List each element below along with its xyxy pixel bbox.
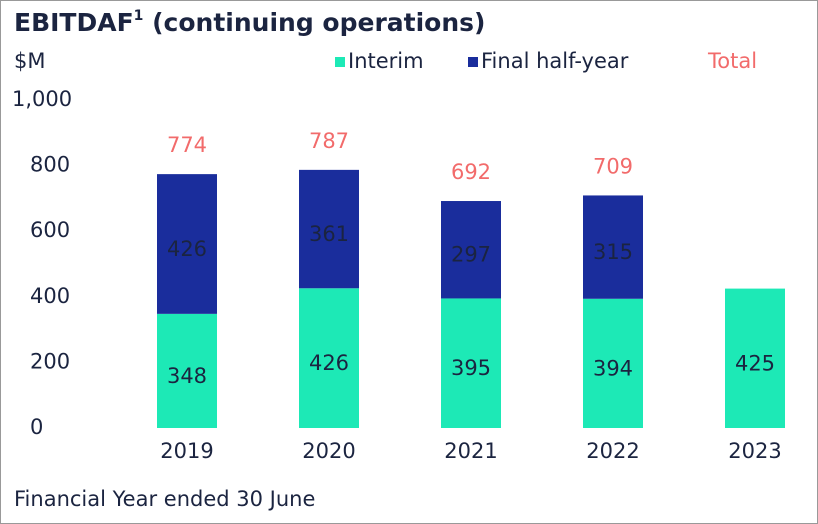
y-tick-label: 1,000 (12, 87, 72, 111)
bar-value-label: 348 (167, 364, 207, 388)
bar-value-label: 361 (309, 222, 349, 246)
bar-segment (299, 288, 359, 428)
y-tick-label: 800 (30, 153, 70, 177)
total-label: 709 (593, 154, 633, 178)
bar-value-label: 394 (593, 356, 633, 380)
bar-value-label: 426 (309, 351, 349, 375)
bar-segment (299, 169, 359, 289)
legend-swatch (468, 57, 478, 67)
x-axis-label: Financial Year ended 30 June (14, 487, 315, 511)
bar-segment (583, 195, 643, 299)
legend-label: Interim (348, 49, 424, 73)
x-tick-label: 2023 (728, 439, 781, 463)
bar-value-label: 426 (167, 237, 207, 261)
chart-title: EBITDAF1 (continuing operations) (14, 8, 485, 37)
legend-swatch (335, 57, 345, 67)
title-main: EBITDAF (14, 8, 134, 37)
bar-value-label: 297 (451, 243, 491, 267)
bar-segment (441, 201, 501, 299)
total-label: 774 (167, 133, 207, 157)
y-axis-label: $M (14, 49, 45, 73)
total-label: 787 (309, 129, 349, 153)
x-tick-label: 2022 (586, 439, 639, 463)
y-tick-label: 200 (30, 349, 70, 373)
title-rest: (continuing operations) (143, 8, 485, 37)
y-tick-label: 600 (30, 218, 70, 242)
x-tick-label: 2019 (160, 439, 213, 463)
bar-segment (157, 174, 217, 314)
bar-segment (725, 288, 785, 428)
bar-segment (441, 298, 501, 428)
total-label: 692 (451, 160, 491, 184)
y-tick-label: 0 (30, 415, 43, 439)
bar-value-label: 395 (451, 356, 491, 380)
bar-value-label: 315 (593, 240, 633, 264)
title-note: 1 (134, 8, 144, 24)
bar-segment (157, 313, 217, 428)
x-tick-label: 2021 (444, 439, 497, 463)
legend-label: Final half-year (481, 49, 629, 73)
legend-label: Total (707, 49, 757, 73)
bar-segment (583, 298, 643, 428)
x-tick-label: 2020 (302, 439, 355, 463)
bar-value-label: 425 (735, 351, 775, 375)
y-tick-label: 400 (30, 284, 70, 308)
